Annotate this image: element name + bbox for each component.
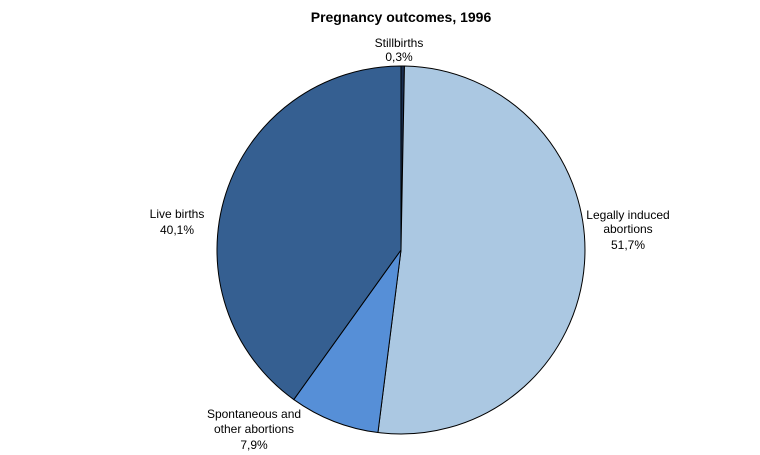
label-live-births-value: 40,1% [160, 223, 194, 237]
label-spontaneous-abortions: Spontaneous and other abortions 7,9% [207, 407, 301, 452]
label-spontaneous-value: 7,9% [240, 438, 268, 452]
pie-slice-live-births [216, 65, 402, 401]
label-stillbirths: Stillbirths 0,3% [375, 36, 424, 64]
label-live-births: Live births 40,1% [150, 207, 205, 237]
label-legally-induced-line2: abortions [603, 222, 652, 236]
label-legally-induced-abortions: Legally induced abortions 51,7% [586, 208, 669, 252]
label-spontaneous-line2: other abortions [214, 422, 294, 436]
label-stillbirths-value: 0,3% [385, 50, 413, 64]
label-legally-induced-line1: Legally induced [586, 208, 669, 222]
chart-title: Pregnancy outcomes, 1996 [311, 9, 492, 25]
label-spontaneous-line1: Spontaneous and [207, 407, 301, 421]
pie-slice-legally-induced-abortions [377, 65, 586, 435]
label-legally-induced-value: 51,7% [611, 238, 645, 252]
pie-slice-spontaneous-and-other-abortions [293, 249, 402, 434]
label-live-births-name: Live births [150, 207, 205, 221]
pie-slices [216, 65, 586, 435]
label-stillbirths-name: Stillbirths [375, 36, 424, 50]
